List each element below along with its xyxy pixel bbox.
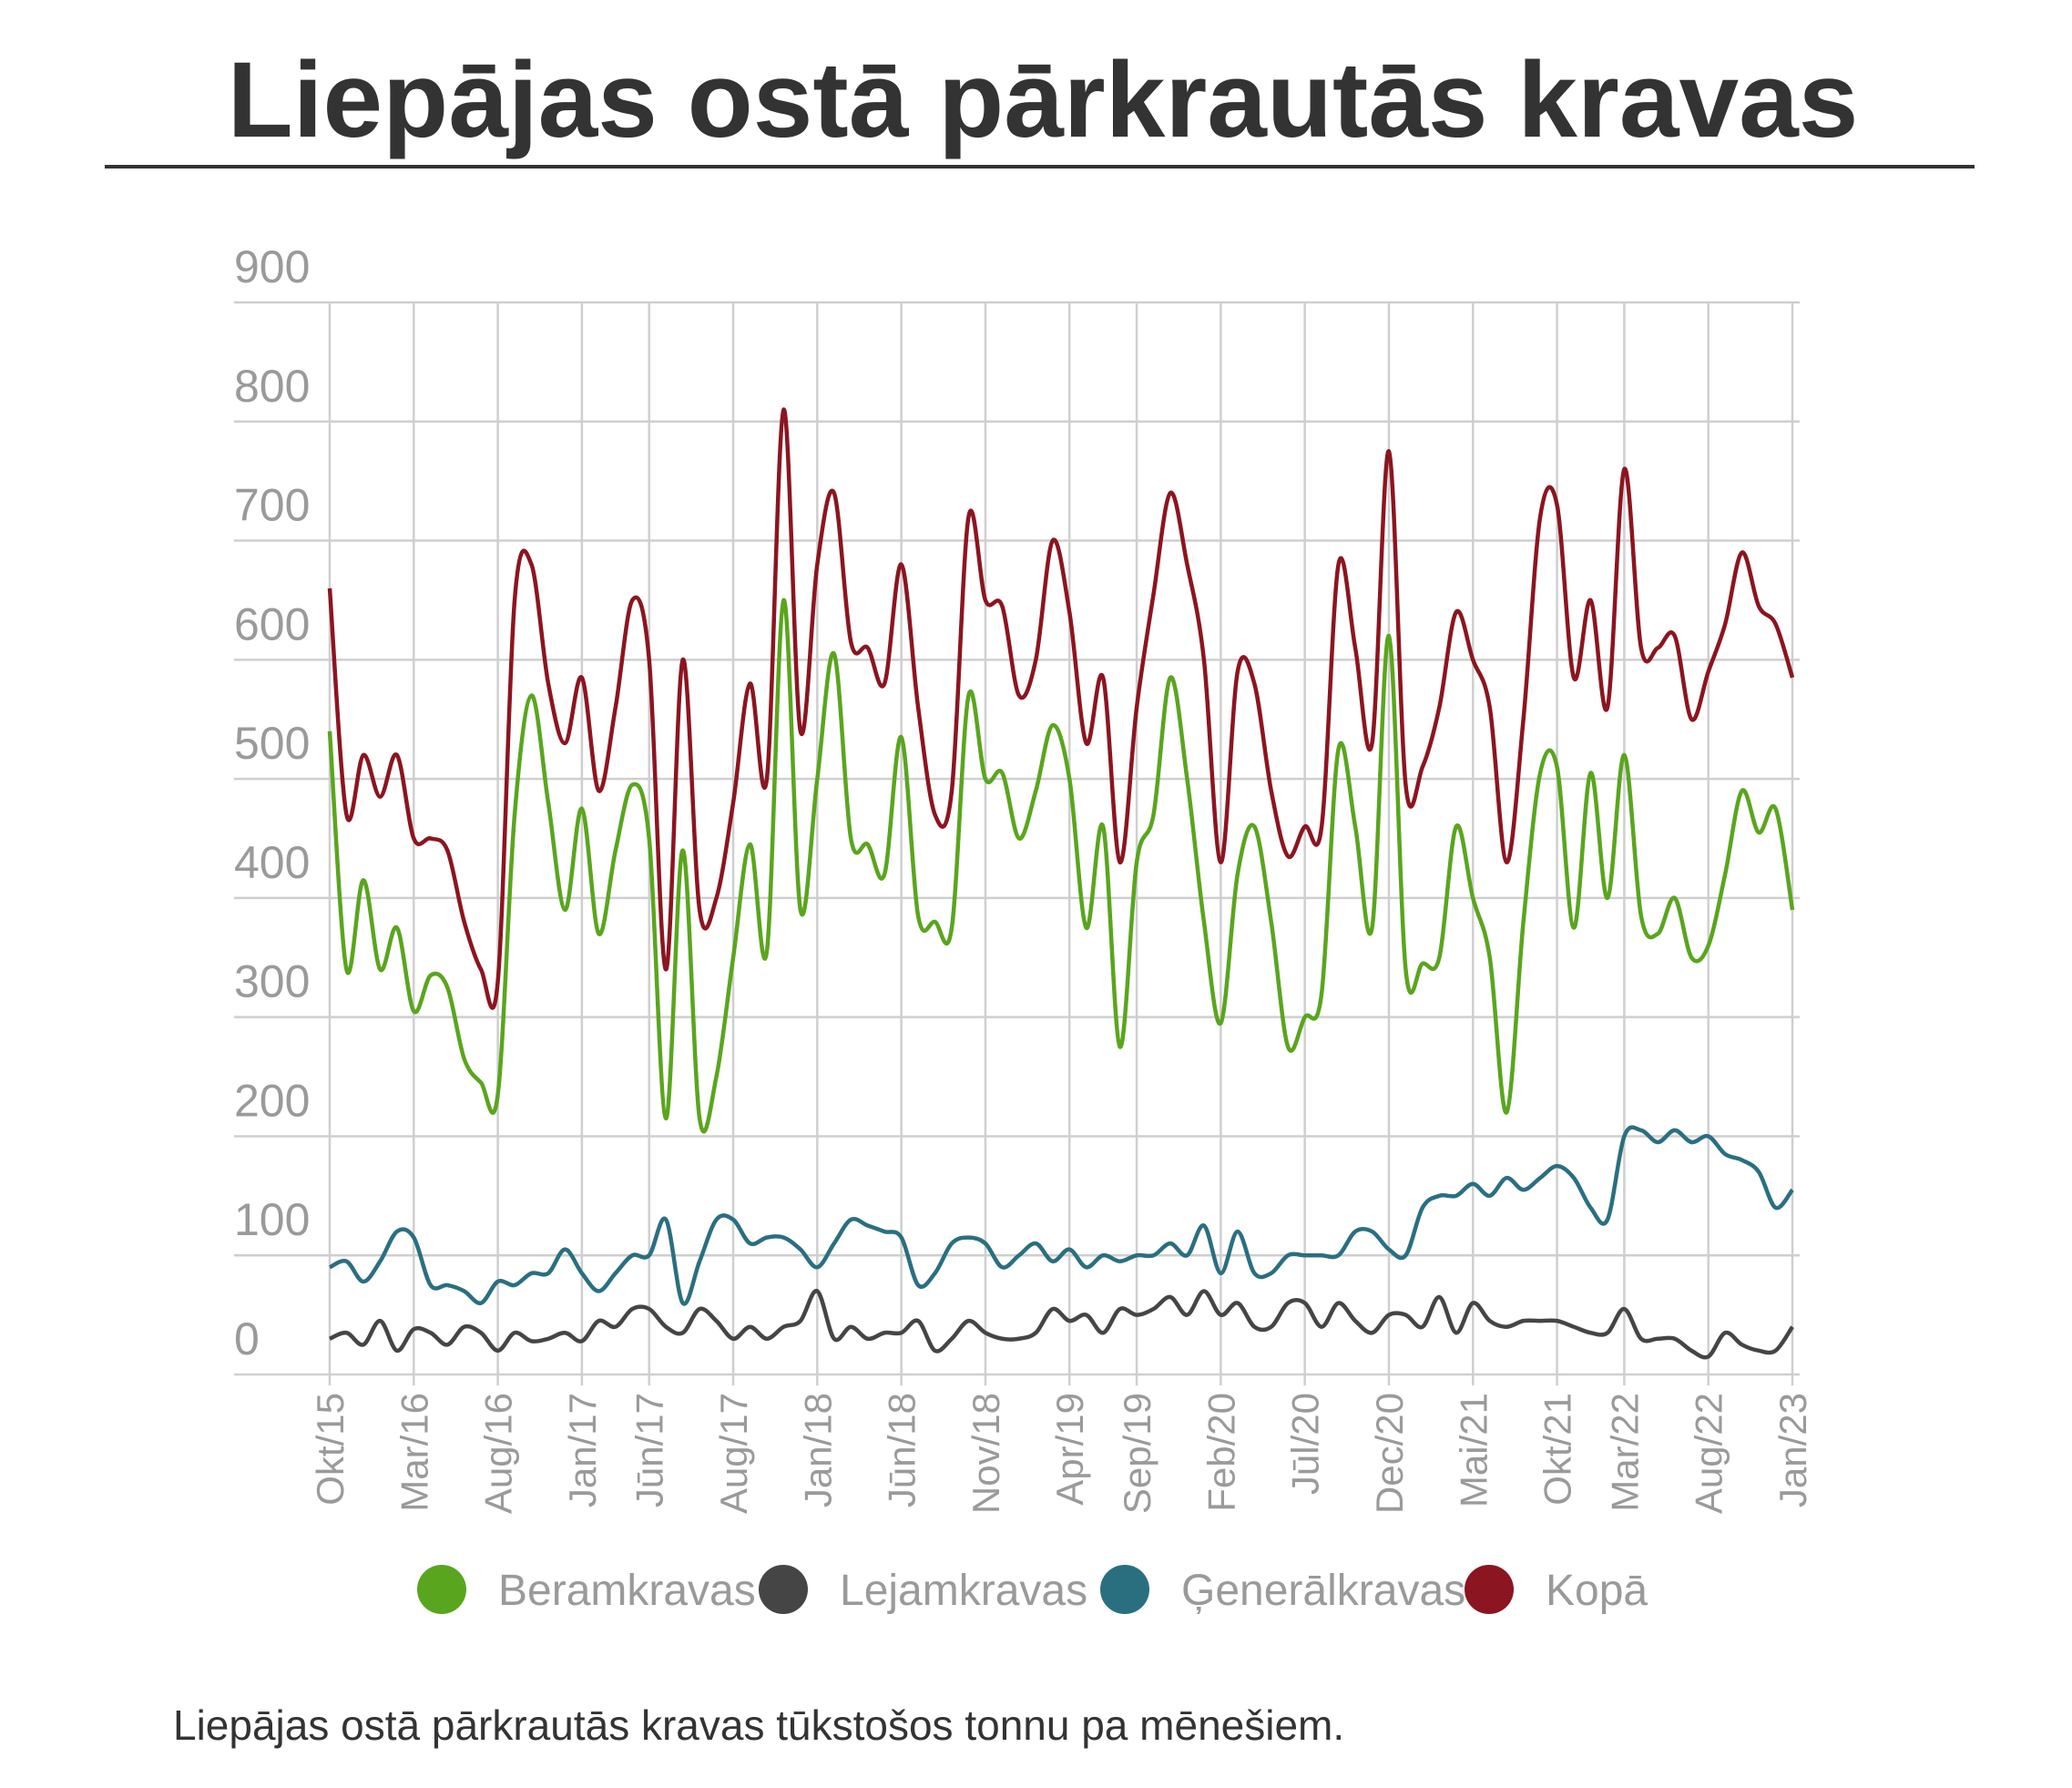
y-tick-label: 400 bbox=[234, 837, 310, 888]
legend-marker bbox=[759, 1565, 808, 1614]
legend-label: Lejamkravas bbox=[840, 1567, 1087, 1615]
x-tick-label: Aug/17 bbox=[712, 1393, 755, 1514]
series-line bbox=[327, 598, 1795, 1134]
y-tick-label: 300 bbox=[234, 956, 310, 1007]
x-tick-label: Apr/19 bbox=[1048, 1393, 1091, 1506]
x-tick-label: Aug/16 bbox=[477, 1393, 520, 1514]
x-tick-label: Jūn/18 bbox=[881, 1393, 924, 1507]
legend-label: Ģenerālkravas bbox=[1181, 1567, 1465, 1615]
legend-marker bbox=[417, 1565, 466, 1614]
y-tick-label: 900 bbox=[234, 241, 310, 292]
x-tick-label: Jan/23 bbox=[1771, 1393, 1814, 1507]
x-tick-label: Dec/20 bbox=[1368, 1393, 1411, 1514]
x-tick-label: Nov/18 bbox=[965, 1393, 1007, 1514]
series-line bbox=[329, 1125, 1794, 1306]
legend-label: Kopā bbox=[1546, 1567, 1648, 1615]
x-tick-label: Mai/21 bbox=[1452, 1393, 1495, 1507]
y-tick-label: 200 bbox=[234, 1075, 310, 1126]
chart-title: Liepājas ostā pārkrautās kravas bbox=[228, 40, 1859, 160]
x-tick-label: Sep/19 bbox=[1116, 1393, 1158, 1514]
x-tick-label: Jūn/17 bbox=[628, 1393, 671, 1507]
x-tick-label: Okt/21 bbox=[1536, 1393, 1579, 1506]
y-tick-label: 700 bbox=[234, 480, 310, 531]
y-tick-label: 800 bbox=[234, 361, 310, 412]
x-tick-label: Feb/20 bbox=[1199, 1393, 1242, 1512]
y-tick-label: 0 bbox=[234, 1313, 260, 1364]
y-tick-label: 600 bbox=[234, 598, 310, 649]
x-tick-label: Okt/15 bbox=[309, 1393, 352, 1506]
legend-label: Beramkravas bbox=[498, 1567, 756, 1615]
x-tick-label: Mar/16 bbox=[393, 1393, 435, 1512]
caption: Liepājas ostā pārkrautās kravas tūkstošo… bbox=[173, 1701, 1344, 1749]
y-tick-label: 500 bbox=[234, 718, 310, 769]
y-tick-label: 100 bbox=[234, 1194, 310, 1245]
x-tick-label: Aug/22 bbox=[1688, 1393, 1730, 1514]
x-tick-label: Jan/18 bbox=[796, 1393, 839, 1507]
legend-marker bbox=[1100, 1565, 1149, 1614]
series-line bbox=[327, 407, 1795, 1010]
series-line bbox=[329, 1289, 1794, 1360]
x-tick-label: Mar/22 bbox=[1603, 1393, 1646, 1512]
x-tick-label: Jūl/20 bbox=[1284, 1393, 1327, 1495]
legend-marker bbox=[1465, 1565, 1514, 1614]
x-tick-label: Jan/17 bbox=[561, 1393, 604, 1507]
